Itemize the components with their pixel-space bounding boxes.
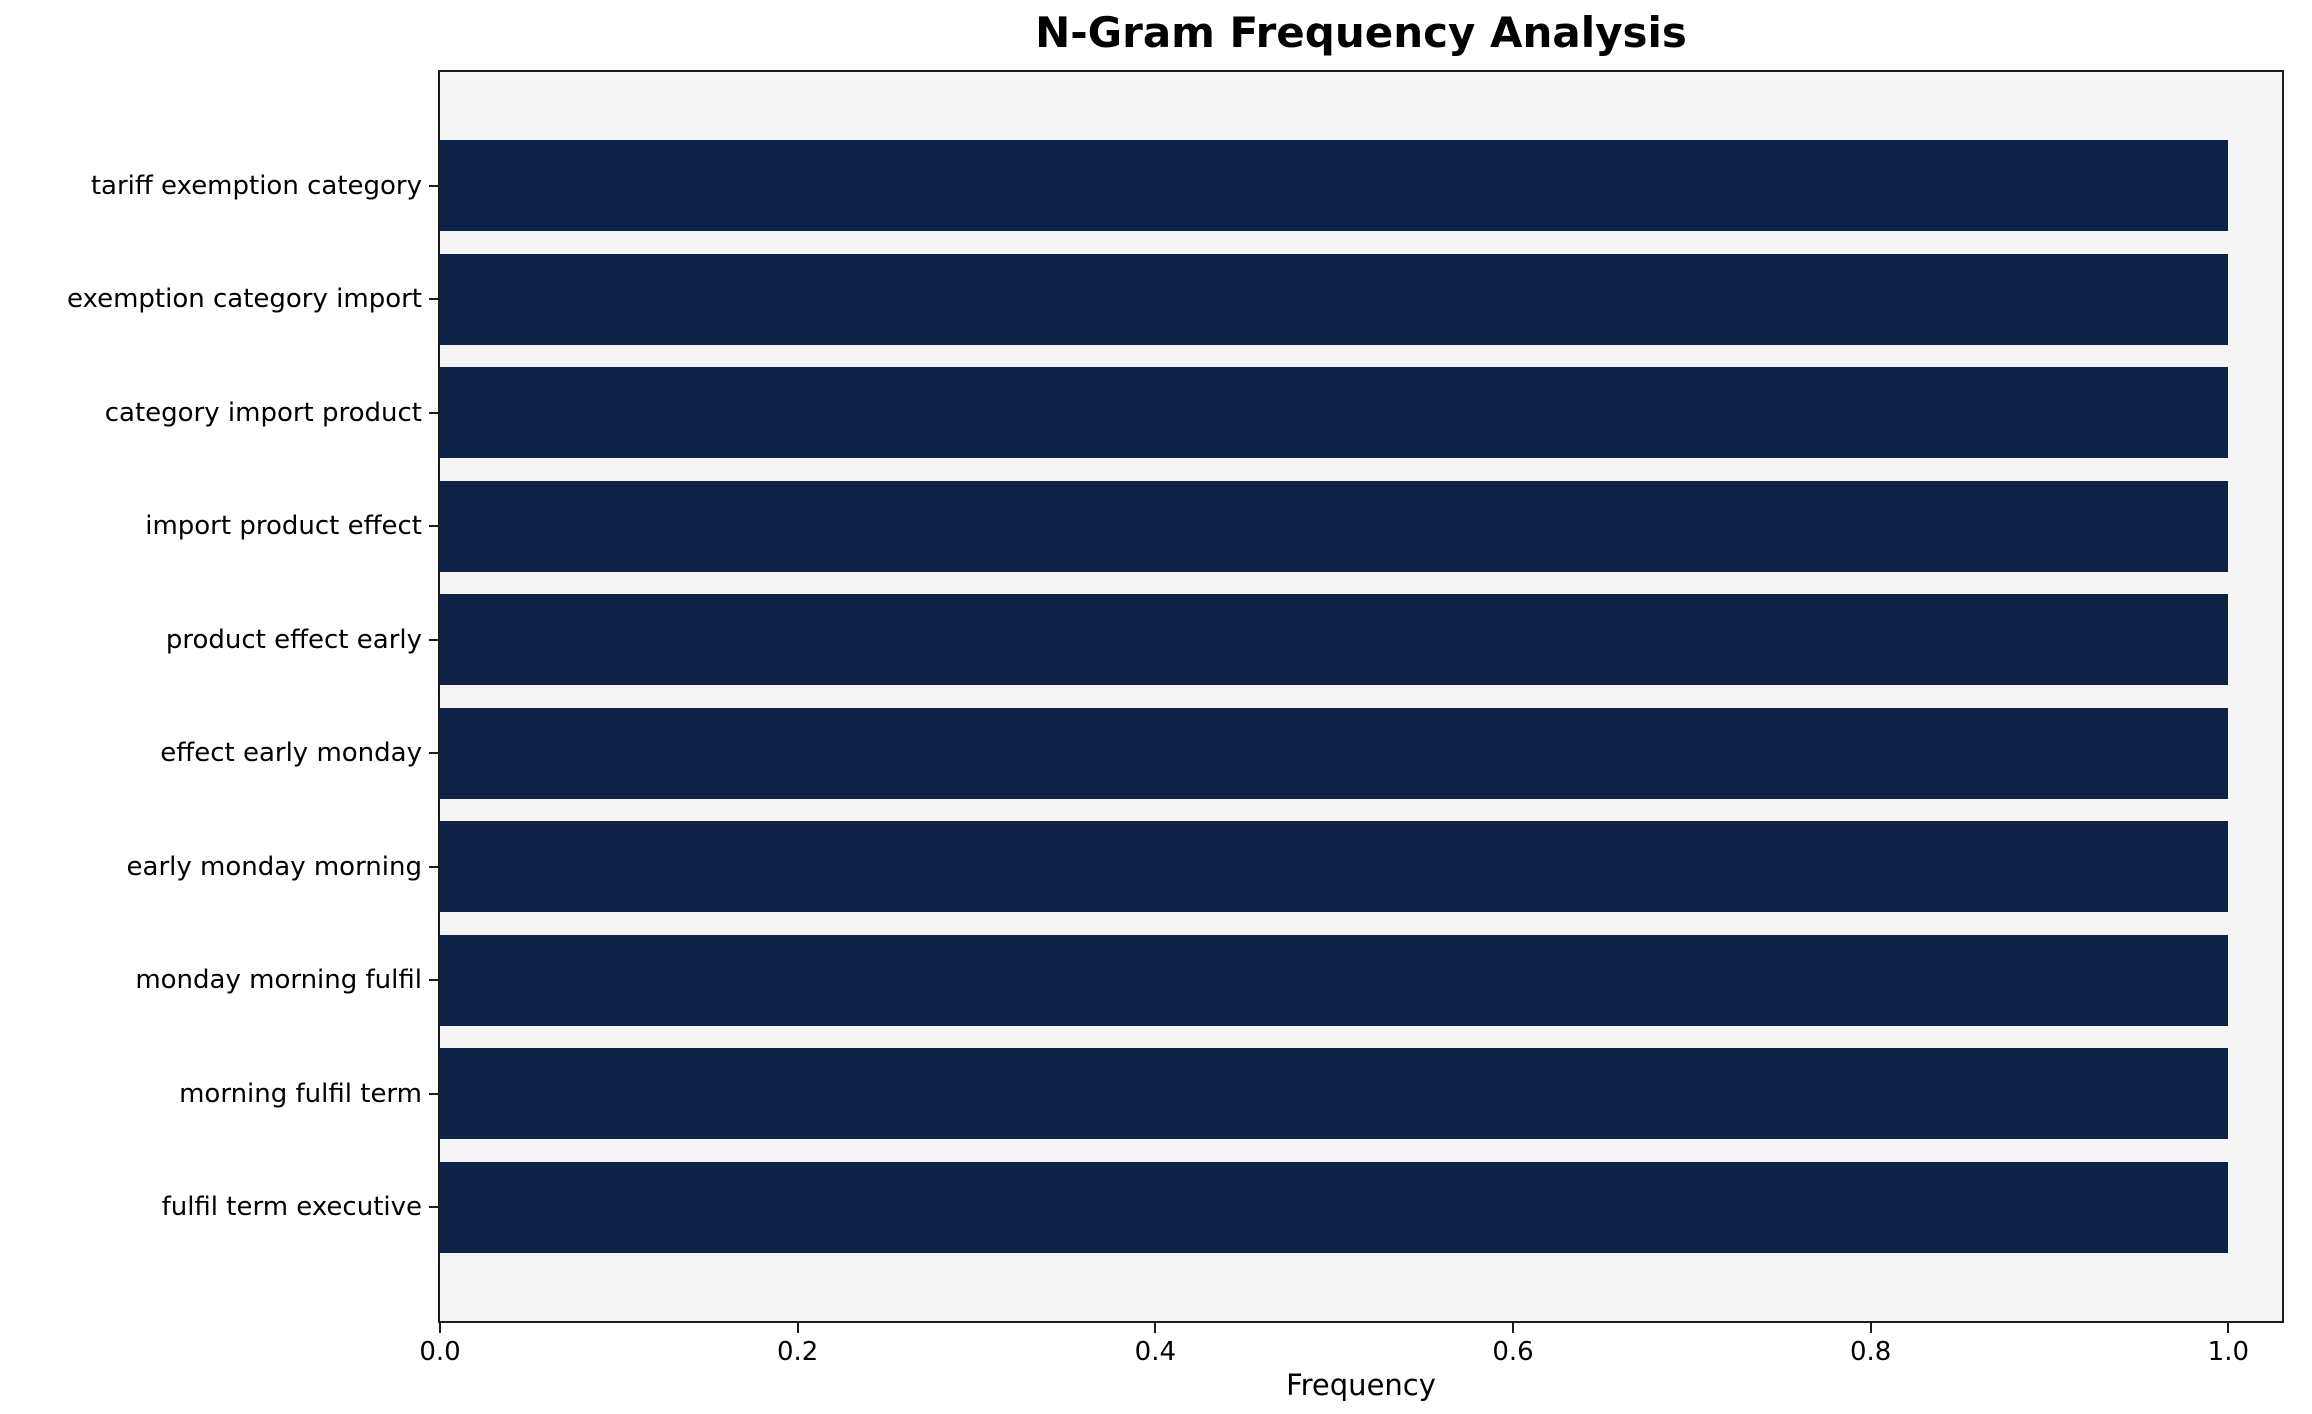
y-tick-mark xyxy=(429,411,438,414)
x-tick-mark xyxy=(1154,1323,1157,1333)
y-tick-mark xyxy=(429,979,438,982)
bar-row: tariff exemption category xyxy=(91,129,2282,243)
x-tick-mark xyxy=(2227,1323,2230,1333)
y-tick-mark xyxy=(429,1206,438,1209)
x-tick-label: 0.0 xyxy=(419,1337,461,1367)
y-tick-label: monday morning fulfil xyxy=(135,965,422,996)
bar-row: exemption category import xyxy=(67,243,2282,357)
y-tick-mark xyxy=(429,638,438,641)
bar-row: product effect early xyxy=(166,583,2282,697)
bar xyxy=(440,594,2229,686)
bar xyxy=(440,253,2229,345)
bar xyxy=(440,1048,2229,1140)
bar xyxy=(440,480,2229,572)
y-tick-label: effect early monday xyxy=(160,738,422,769)
y-tick-label: import product effect xyxy=(145,511,422,542)
y-tick-label: product effect early xyxy=(165,624,422,655)
x-tick-mark xyxy=(796,1323,799,1333)
y-tick-mark xyxy=(429,298,438,301)
bar xyxy=(440,1161,2229,1253)
bar xyxy=(440,707,2229,799)
y-tick-mark xyxy=(429,752,438,755)
x-tick-mark xyxy=(1869,1323,1872,1333)
y-tick-label: category import product xyxy=(104,397,422,428)
plot-area: tariff exemption category exemption categ… xyxy=(67,70,2284,1365)
y-tick-mark xyxy=(429,1092,438,1095)
y-tick-label: exemption category import xyxy=(66,284,422,315)
bar xyxy=(440,934,2229,1026)
bar-row: import product effect xyxy=(145,470,2282,584)
x-tick-mark xyxy=(439,1323,441,1333)
x-tick-mark xyxy=(1512,1323,1514,1333)
bar xyxy=(440,140,2229,232)
x-tick-label: 0.6 xyxy=(1492,1337,1534,1367)
bar xyxy=(440,367,2229,459)
bar-row: effect early monday xyxy=(160,697,2282,811)
y-tick-label: morning fulfil term xyxy=(179,1078,422,1109)
y-tick-mark xyxy=(429,865,438,868)
y-tick-mark xyxy=(429,184,438,187)
bar-row: fulfil term executive xyxy=(162,1151,2282,1265)
y-tick-label: early monday morning xyxy=(126,851,422,882)
bar-row: category import product xyxy=(105,356,2282,470)
x-tick-label: 0.2 xyxy=(776,1337,819,1367)
bar-row: monday morning fulfil xyxy=(135,924,2282,1038)
bar xyxy=(440,821,2229,913)
y-tick-label: fulfil term executive xyxy=(161,1192,422,1223)
y-tick-label: tariff exemption category xyxy=(90,170,422,201)
bar-row: morning fulfil term xyxy=(179,1037,2282,1151)
x-tick-label: 0.8 xyxy=(1849,1337,1892,1367)
x-tick-label: 1.0 xyxy=(2207,1337,2250,1367)
chart-title: N-Gram Frequency Analysis xyxy=(1035,8,1687,57)
y-tick-mark xyxy=(429,525,438,528)
bar-row: early monday morning xyxy=(127,810,2282,924)
x-axis-label: Frequency xyxy=(1286,1368,1436,1402)
x-tick-label: 0.4 xyxy=(1134,1337,1177,1367)
